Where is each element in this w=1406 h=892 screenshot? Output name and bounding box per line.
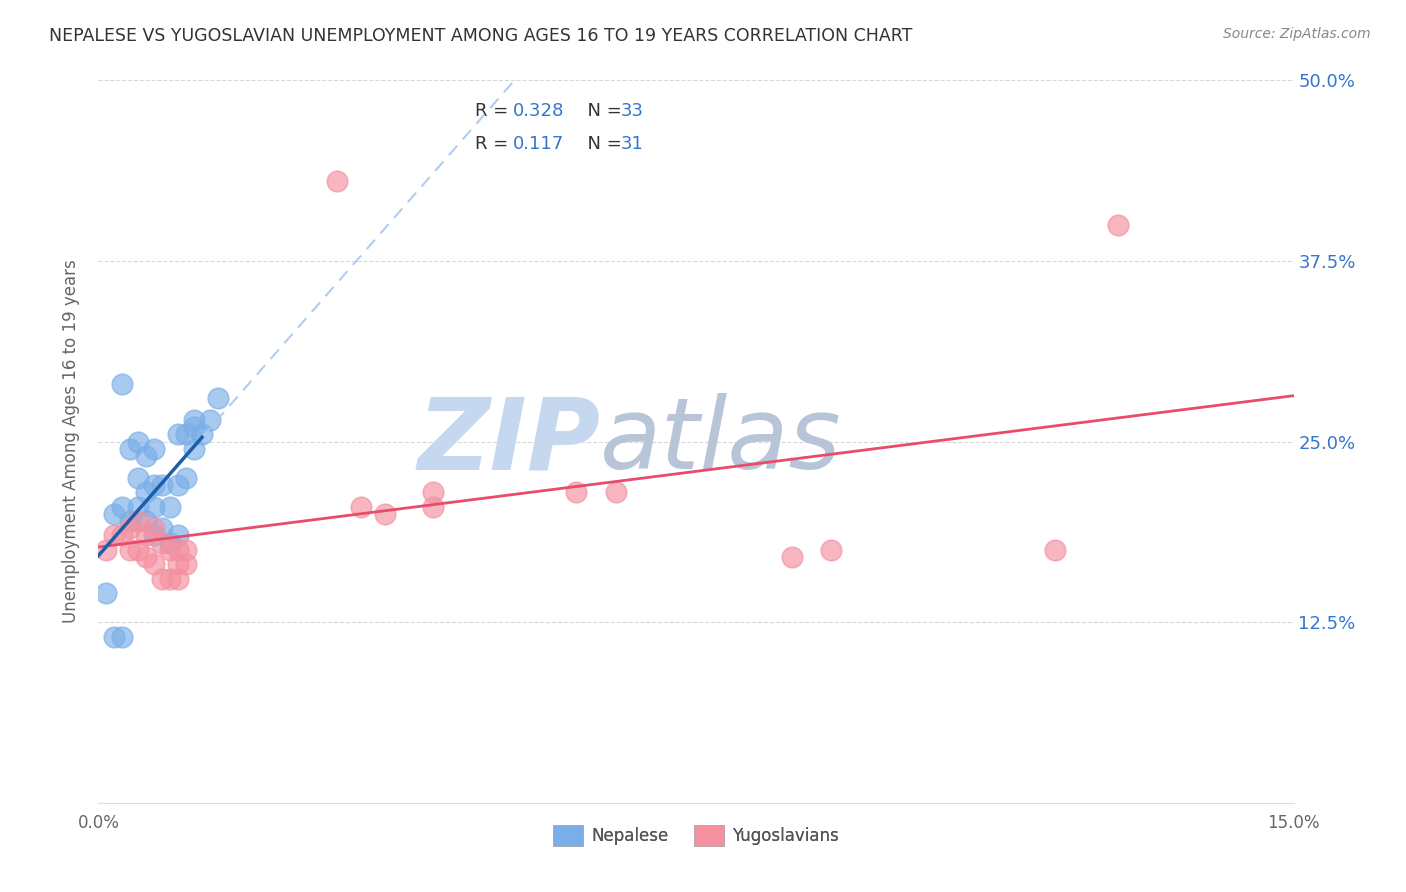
Point [120,442,142,456]
Text: R =: R = [475,102,513,120]
Text: ZIP: ZIP [418,393,600,490]
Point [135,528,157,542]
Point [174,470,197,484]
Point [127,514,149,528]
Point [150,478,173,492]
Point [143,528,166,542]
Point [1107,218,1129,232]
Point [605,485,627,500]
Point [143,442,166,456]
Y-axis label: Unemployment Among Ages 16 to 19 years: Unemployment Among Ages 16 to 19 years [62,260,80,624]
Point [159,542,181,557]
Point [135,550,157,565]
Point [135,449,157,463]
Point [96,542,118,557]
Point [143,558,166,572]
Point [143,478,166,492]
Text: 31: 31 [620,135,644,153]
Point [150,572,173,586]
Point [96,586,118,600]
Point [174,427,197,442]
Point [159,535,181,549]
Point [135,485,157,500]
Point [183,442,205,456]
Point [143,521,166,535]
Point [374,507,396,521]
Point [167,427,190,442]
Text: R =: R = [475,135,520,153]
Point [167,528,190,542]
Point [135,514,157,528]
Point [150,535,173,549]
Text: N =: N = [576,135,628,153]
Point [350,500,373,514]
Point [183,420,205,434]
Point [198,413,221,427]
Point [780,550,803,565]
Point [111,528,134,542]
Point [111,500,134,514]
Text: 0.117: 0.117 [513,135,564,153]
Point [565,485,588,500]
Point [174,542,197,557]
Legend: Nepalese, Yugoslavians: Nepalese, Yugoslavians [547,819,845,852]
Point [120,514,142,528]
Text: 0.328: 0.328 [513,102,564,120]
Text: N =: N = [576,102,628,120]
Point [111,630,134,644]
Point [127,470,149,484]
Point [167,478,190,492]
Point [159,572,181,586]
Point [1043,542,1066,557]
Text: Source: ZipAtlas.com: Source: ZipAtlas.com [1223,27,1371,41]
Point [159,500,181,514]
Point [167,542,190,557]
Point [167,558,190,572]
Point [326,174,349,188]
Point [174,558,197,572]
Point [143,500,166,514]
Point [820,542,842,557]
Point [207,391,229,405]
Point [120,542,142,557]
Text: atlas: atlas [600,393,842,490]
Point [103,630,125,644]
Point [422,485,444,500]
Point [183,413,205,427]
Point [127,434,149,449]
Text: 33: 33 [620,102,644,120]
Point [103,507,125,521]
Point [167,572,190,586]
Point [422,500,444,514]
Point [103,528,125,542]
Point [150,521,173,535]
Point [127,542,149,557]
Point [111,376,134,391]
Text: NEPALESE VS YUGOSLAVIAN UNEMPLOYMENT AMONG AGES 16 TO 19 YEARS CORRELATION CHART: NEPALESE VS YUGOSLAVIAN UNEMPLOYMENT AMO… [49,27,912,45]
Point [120,521,142,535]
Point [191,427,214,442]
Point [127,500,149,514]
